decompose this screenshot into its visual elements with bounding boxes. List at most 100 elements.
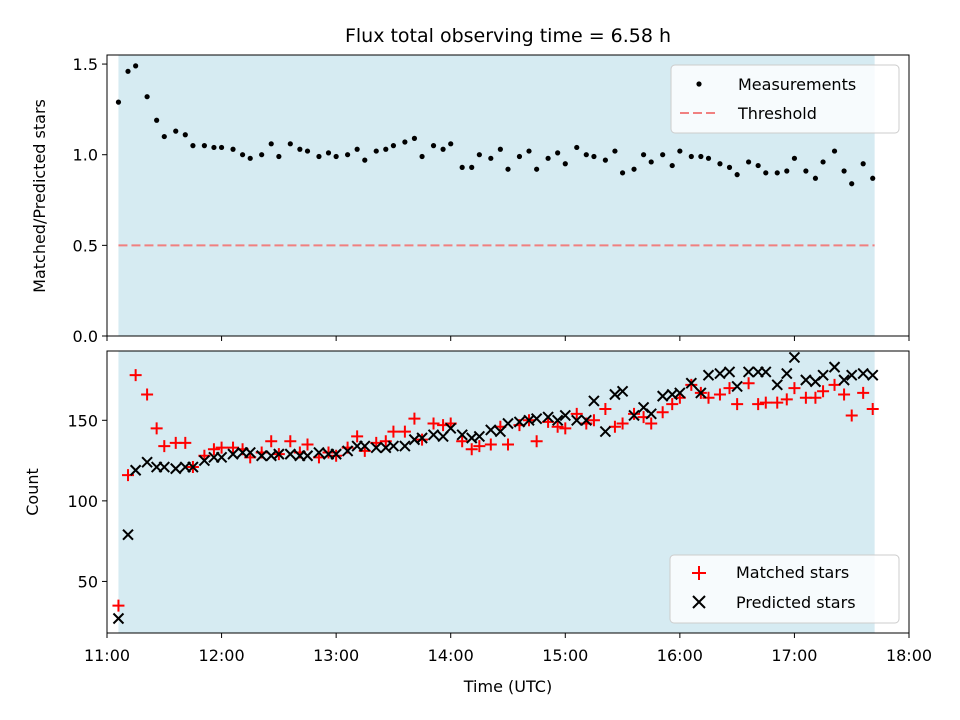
predicted-star-point bbox=[723, 366, 736, 378]
measurement-point bbox=[784, 168, 790, 174]
measurement-point bbox=[574, 144, 580, 151]
matched-star-point bbox=[723, 382, 736, 395]
measurement-point bbox=[239, 152, 246, 158]
matched-star-point bbox=[416, 433, 429, 446]
predicted-star-point bbox=[628, 409, 640, 422]
predicted-star-point bbox=[580, 414, 592, 426]
predicted-star-point bbox=[445, 422, 457, 435]
predicted-star-point bbox=[255, 450, 268, 462]
measurement-point bbox=[430, 143, 437, 149]
matched-star-point bbox=[587, 414, 600, 427]
measurement-point bbox=[555, 150, 561, 156]
measurement-point bbox=[115, 99, 122, 105]
matched-star-point bbox=[817, 385, 830, 398]
measurement-point bbox=[144, 94, 150, 100]
plot-frame bbox=[106, 54, 910, 337]
predicted-star-point bbox=[731, 380, 743, 393]
predicted-star-point bbox=[828, 361, 841, 373]
predicted-star-point bbox=[215, 451, 228, 464]
matched-star-point bbox=[616, 417, 629, 430]
predicted-star-point bbox=[158, 461, 170, 473]
matched-star-point bbox=[608, 420, 621, 433]
measurement-point bbox=[505, 166, 511, 172]
measurement-point bbox=[812, 175, 819, 181]
measurement-point bbox=[820, 159, 826, 165]
y-tick-label: 50 bbox=[78, 572, 98, 591]
measurement-point bbox=[448, 141, 454, 147]
x-ticks bbox=[106, 336, 910, 341]
measurement-point bbox=[325, 150, 332, 156]
matched-star-point bbox=[866, 403, 879, 416]
predicted-star-point bbox=[198, 454, 211, 467]
y-tick-label: 150 bbox=[67, 411, 98, 430]
legend-label-predicted: Predicted stars bbox=[736, 593, 856, 612]
matched-star-point bbox=[141, 388, 154, 401]
predicted-star-point bbox=[341, 445, 354, 457]
predicted-star-point bbox=[227, 448, 239, 460]
y-tick-label: 1.5 bbox=[73, 55, 98, 74]
measurement-point bbox=[726, 164, 733, 170]
x-tick-label: 18:00 bbox=[886, 646, 932, 665]
predicted-star-point bbox=[301, 450, 314, 462]
measurement-point bbox=[860, 161, 866, 167]
predicted-star-point bbox=[330, 448, 342, 460]
predicted-star-point bbox=[473, 430, 486, 443]
matched-star-point bbox=[771, 396, 784, 409]
matched-star-point bbox=[780, 393, 793, 406]
matched-star-point bbox=[551, 420, 564, 433]
measurement-point bbox=[734, 172, 740, 178]
predicted-star-point bbox=[313, 446, 325, 459]
measurement-point bbox=[345, 152, 351, 158]
legend-label-measurements: Measurements bbox=[738, 75, 856, 94]
matched-star-point bbox=[752, 398, 765, 411]
matched-star-point bbox=[351, 430, 364, 443]
y-tick-label: 0.0 bbox=[73, 327, 98, 346]
count-panel: Count Time (UTC) 50 100 150 11:00 12:00 13:0… bbox=[23, 350, 932, 696]
measurement-point bbox=[602, 157, 608, 163]
measurement-point bbox=[705, 155, 712, 161]
measurement-point bbox=[791, 155, 798, 161]
measurement-point bbox=[677, 148, 683, 154]
predicted-star-point bbox=[645, 408, 657, 420]
measurement-point bbox=[619, 170, 626, 176]
measurement-point bbox=[154, 117, 160, 123]
measurement-point bbox=[287, 141, 293, 147]
predicted-star-point bbox=[857, 367, 869, 380]
predicted-star-point bbox=[542, 411, 554, 423]
x-tick-label: 11:00 bbox=[84, 646, 130, 665]
predicted-star-point bbox=[609, 388, 621, 401]
predicted-star-point bbox=[846, 369, 858, 381]
measurement-point bbox=[218, 144, 225, 151]
measurement-point bbox=[190, 143, 196, 149]
matched-star-point bbox=[530, 435, 543, 448]
matched-star-point bbox=[387, 425, 400, 438]
predicted-star-point bbox=[530, 412, 543, 425]
measurement-points bbox=[115, 63, 876, 187]
predicted-star-point bbox=[244, 446, 256, 459]
measurement-point bbox=[870, 175, 876, 181]
measurement-point bbox=[640, 152, 647, 158]
measurement-point bbox=[133, 63, 139, 69]
matched-star-point bbox=[158, 440, 171, 453]
predicted-star-point bbox=[742, 366, 755, 378]
measurement-point bbox=[373, 148, 379, 154]
measurement-point bbox=[534, 166, 540, 172]
plot-frame bbox=[106, 350, 910, 634]
measurement-point bbox=[831, 148, 838, 154]
measurement-point bbox=[516, 153, 523, 160]
predicted-star-point bbox=[141, 456, 153, 468]
measurement-point bbox=[849, 181, 855, 187]
x-ticks: 11:00 12:00 13:00 14:00 15:00 16:00 17:00 18:00 bbox=[84, 633, 932, 665]
matched-star-point bbox=[656, 406, 669, 419]
measurement-point bbox=[268, 141, 274, 147]
matched-star-point bbox=[645, 417, 658, 430]
predicted-star-point bbox=[702, 369, 715, 381]
predicted-star-point bbox=[122, 528, 134, 541]
predicted-star-point bbox=[502, 417, 514, 430]
predicted-star-point bbox=[656, 390, 669, 402]
x-tick-label: 17:00 bbox=[771, 646, 817, 665]
matched-star-point bbox=[570, 407, 583, 420]
measurement-point bbox=[763, 170, 769, 176]
measurement-point bbox=[383, 146, 389, 152]
